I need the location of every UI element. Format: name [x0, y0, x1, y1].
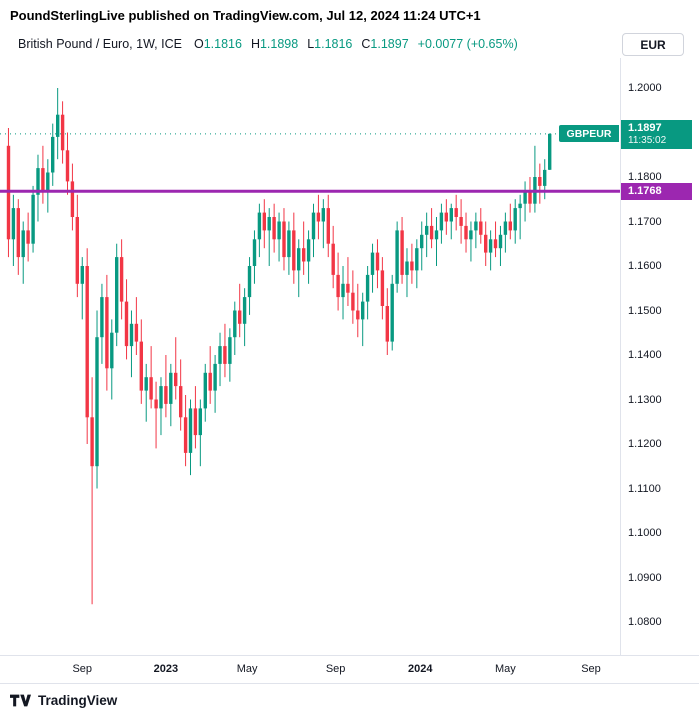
- price-tick-label: 1.1200: [628, 438, 662, 450]
- bar-countdown: 11:35:02: [628, 134, 667, 146]
- tradingview-footer-link[interactable]: TradingView: [0, 683, 699, 717]
- low-value: L1.1816: [307, 37, 353, 51]
- change-value: +0.0077 (+0.65%): [417, 37, 518, 51]
- price-axis[interactable]: 1.1897 11:35:02 1.1768 1.20001.19001.180…: [620, 58, 699, 655]
- price-tick-label: 1.1100: [628, 482, 661, 495]
- time-tick-label: Sep: [72, 663, 93, 675]
- time-tick-label: 2023: [153, 663, 179, 675]
- price-tick-label: 1.1700: [628, 215, 662, 228]
- chart-widget: British Pound / Euro, 1W, ICE O1.1816 H1…: [0, 30, 699, 683]
- price-tick-label: 1.1400: [628, 349, 662, 361]
- time-tick-label: Sep: [325, 663, 346, 675]
- publish-info: published on TradingView.com, Jul 12, 20…: [124, 7, 481, 23]
- price-tick-label: 1.1000: [628, 527, 662, 539]
- price-tick-label: 1.0900: [628, 571, 662, 584]
- last-price-badge: 1.1897 11:35:02: [621, 119, 692, 149]
- time-tick-label: 2024: [408, 663, 433, 675]
- last-price-symbol-tag: GBPEUR: [559, 125, 619, 143]
- symbol-tag-label: GBPEUR: [566, 127, 612, 140]
- ohlc-values: O1.1816 H1.1898 L1.1816 C1.1897 +0.0077 …: [194, 37, 518, 51]
- horizontal-level-badge: 1.1768: [621, 182, 692, 200]
- price-tick-label: 1.0800: [628, 616, 662, 628]
- open-value: O1.1816: [193, 37, 242, 51]
- chart-pane: GBPEUR 1.1897 11:35:02 1.1768 1.20001.19…: [0, 58, 699, 655]
- close-value: C1.1897: [361, 37, 409, 51]
- price-tick-label: 1.1300: [628, 393, 662, 406]
- tradingview-brand-text: TradingView: [38, 693, 118, 708]
- tradingview-logo-icon: [10, 694, 31, 707]
- publisher-name: PoundSterlingLive: [10, 7, 125, 23]
- price-tick-label: 1.1800: [628, 171, 662, 183]
- time-tick-label: May: [236, 663, 258, 675]
- price-tick-label: 1.1500: [628, 304, 662, 317]
- attribution-banner: PoundSterlingLive published on TradingVi…: [0, 0, 699, 30]
- chart-legend: British Pound / Euro, 1W, ICE O1.1816 H1…: [0, 30, 699, 58]
- candlestick-chart-canvas[interactable]: [0, 58, 620, 655]
- time-axis[interactable]: Sep 2023 May Sep 2024 May Sep: [0, 655, 699, 683]
- time-tick-label: May: [494, 663, 516, 675]
- price-tick-label: 1.2000: [628, 82, 662, 94]
- symbol-title[interactable]: British Pound / Euro, 1W, ICE: [18, 37, 182, 51]
- time-tick-label: Sep: [581, 663, 601, 675]
- high-value: H1.1898: [250, 37, 299, 51]
- price-tick-label: 1.1600: [628, 260, 662, 272]
- currency-unit-button[interactable]: EUR: [622, 33, 684, 56]
- last-price-value: 1.1897: [628, 121, 662, 134]
